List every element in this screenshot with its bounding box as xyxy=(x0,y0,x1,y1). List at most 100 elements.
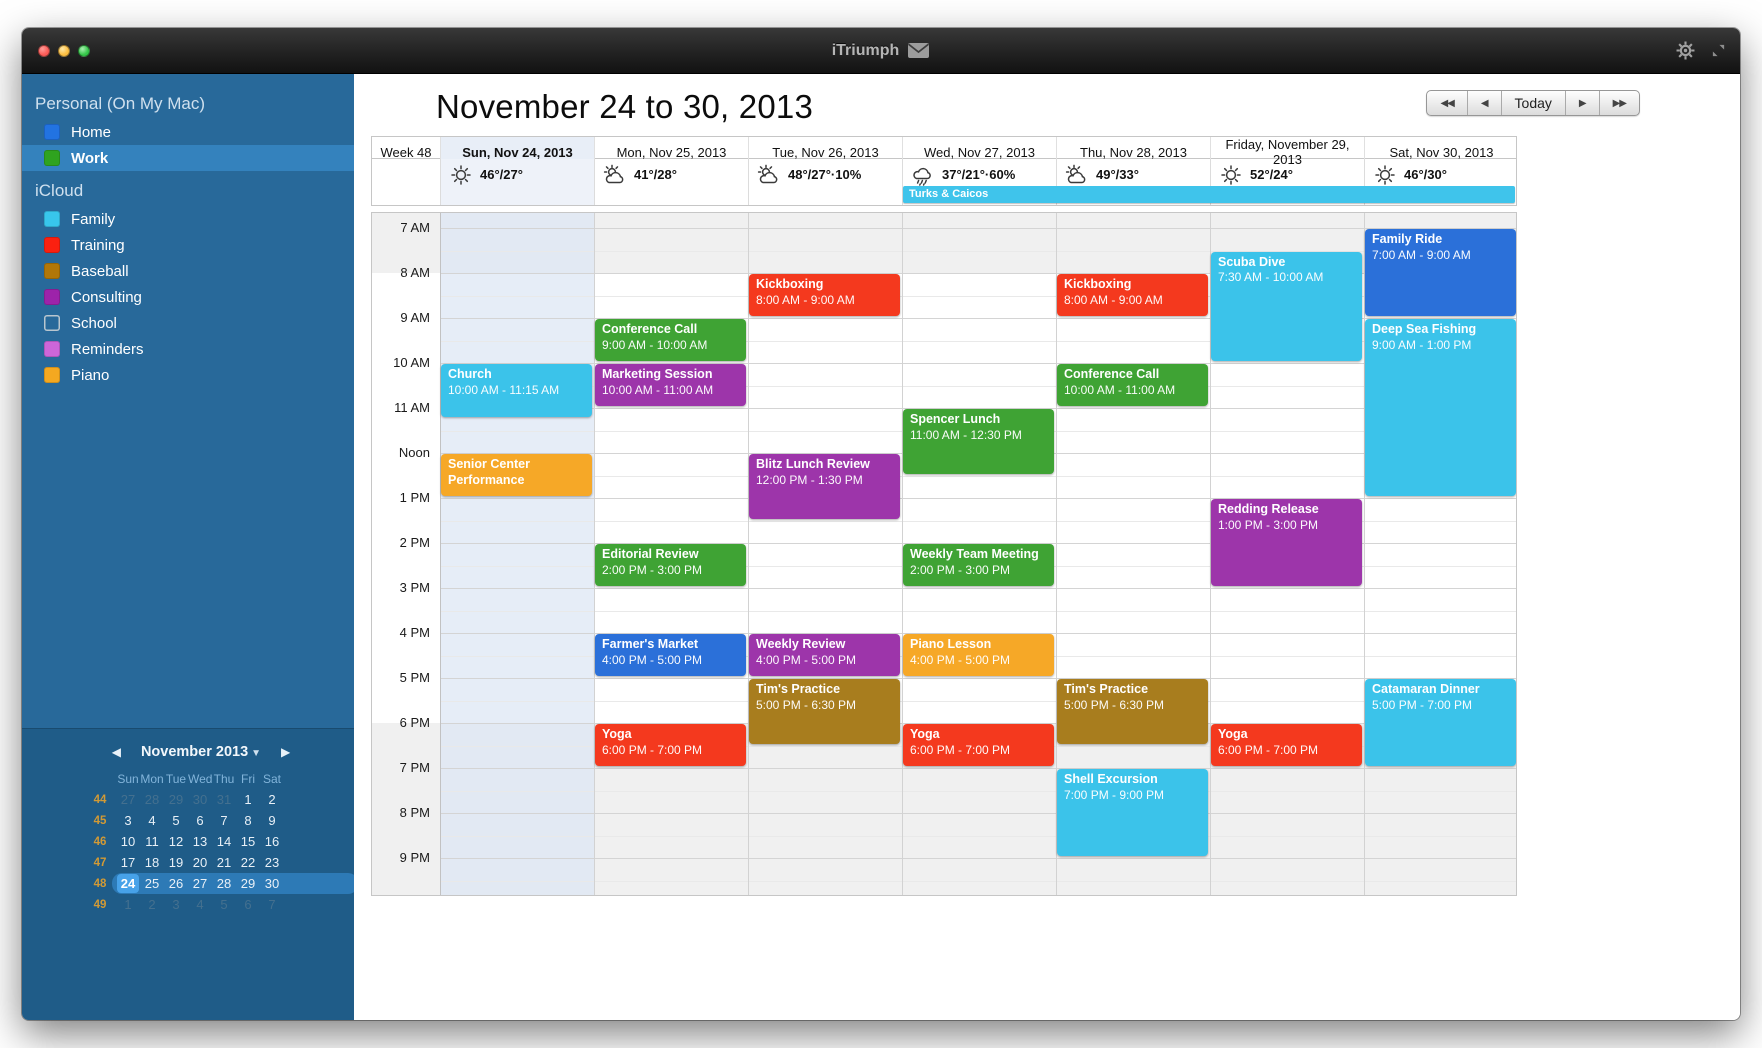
minical-day[interactable]: 11 xyxy=(145,834,159,849)
minical-day[interactable]: 17 xyxy=(120,855,136,870)
sidebar-item-consulting[interactable]: Consulting xyxy=(22,284,354,310)
minical-day[interactable]: 12 xyxy=(168,834,184,849)
event-block[interactable]: Editorial Review 2:00 PM - 3:00 PM xyxy=(595,544,746,586)
minical-day[interactable]: 26 xyxy=(168,876,184,891)
day-header-6[interactable]: Sat, Nov 30, 2013 xyxy=(1364,137,1518,167)
event-block[interactable]: Tim's Practice 5:00 PM - 6:30 PM xyxy=(1057,679,1208,744)
minical-day[interactable]: 28 xyxy=(144,792,160,807)
minical-day[interactable]: 20 xyxy=(192,855,208,870)
event-block[interactable]: Scuba Dive 7:30 AM - 10:00 AM xyxy=(1211,251,1362,361)
minical-next-icon[interactable]: ▶ xyxy=(281,745,291,759)
day-header-4[interactable]: Thu, Nov 28, 2013 xyxy=(1056,137,1210,167)
minical-day[interactable]: 2 xyxy=(268,792,276,807)
minical-month-label[interactable]: November 2013 ▼ xyxy=(141,744,261,760)
event-block[interactable]: Farmer's Market 4:00 PM - 5:00 PM xyxy=(595,634,746,676)
event-block[interactable]: Weekly Team Meeting 2:00 PM - 3:00 PM xyxy=(903,544,1054,586)
minical-day[interactable]: 3 xyxy=(172,897,180,912)
gear-icon[interactable] xyxy=(1676,41,1695,60)
minical-day[interactable]: 6 xyxy=(244,897,252,912)
all-day-event-banner[interactable]: Turks & Caicos xyxy=(903,186,1515,203)
sidebar-item-work[interactable]: Work xyxy=(22,145,354,171)
day-header-5[interactable]: Friday, November 29, 2013 xyxy=(1210,137,1364,167)
minical-day[interactable]: 13 xyxy=(192,834,208,849)
event-block[interactable]: Yoga 6:00 PM - 7:00 PM xyxy=(595,724,746,766)
minical-day[interactable]: 21 xyxy=(216,855,232,870)
minical-day[interactable]: 4 xyxy=(148,813,156,828)
minical-day[interactable]: 18 xyxy=(144,855,160,870)
minical-day[interactable]: 6 xyxy=(196,813,204,828)
day-header-3[interactable]: Wed, Nov 27, 2013 xyxy=(902,137,1056,167)
event-block[interactable]: Marketing Session 10:00 AM - 11:00 AM xyxy=(595,364,746,406)
sidebar-item-training[interactable]: Training xyxy=(22,232,354,258)
event-block[interactable]: Piano Lesson 4:00 PM - 5:00 PM xyxy=(903,634,1054,676)
event-block[interactable]: Redding Release 1:00 PM - 3:00 PM xyxy=(1211,499,1362,586)
minical-prev-icon[interactable]: ◀ xyxy=(111,745,121,759)
time-label: 10 AM xyxy=(393,355,430,370)
minical-dayname: Fri xyxy=(241,772,255,786)
event-block[interactable]: Spencer Lunch 11:00 AM - 12:30 PM xyxy=(903,409,1054,474)
event-block[interactable]: Church 10:00 AM - 11:15 AM xyxy=(441,364,592,418)
next-week-button[interactable]: ▶ xyxy=(1564,91,1599,115)
minical-day[interactable]: 1 xyxy=(244,792,252,807)
event-block[interactable]: Shell Excursion 7:00 PM - 9:00 PM xyxy=(1057,769,1208,856)
fullscreen-icon[interactable] xyxy=(1711,43,1726,58)
event-block[interactable]: Conference Call 9:00 AM - 10:00 AM xyxy=(595,319,746,361)
time-label: 7 PM xyxy=(399,760,430,775)
event-block[interactable]: Senior Center Performance xyxy=(441,454,592,496)
event-block[interactable]: Kickboxing 8:00 AM - 9:00 AM xyxy=(749,274,900,316)
event-block[interactable]: Weekly Review 4:00 PM - 5:00 PM xyxy=(749,634,900,676)
sidebar-item-home[interactable]: Home xyxy=(22,119,354,145)
minical-day[interactable]: 7 xyxy=(220,813,228,828)
minical-day[interactable]: 7 xyxy=(268,897,276,912)
minical-day[interactable]: 3 xyxy=(124,813,132,828)
event-block[interactable]: Tim's Practice 5:00 PM - 6:30 PM xyxy=(749,679,900,744)
sidebar-item-family[interactable]: Family xyxy=(22,206,354,232)
minical-day[interactable]: 27 xyxy=(120,792,136,807)
minical-day[interactable]: 29 xyxy=(240,876,256,891)
sidebar-item-reminders[interactable]: Reminders xyxy=(22,336,354,362)
weather-row: 46°/27° 41°/28° 48°/27°·10% 37°/21°·60% 49°/… xyxy=(371,159,1517,206)
event-block[interactable]: Catamaran Dinner 5:00 PM - 7:00 PM xyxy=(1365,679,1516,766)
sidebar-item-baseball[interactable]: Baseball xyxy=(22,258,354,284)
event-block[interactable]: Blitz Lunch Review 12:00 PM - 1:30 PM xyxy=(749,454,900,519)
minical-day[interactable]: 23 xyxy=(264,855,280,870)
minical-day[interactable]: 5 xyxy=(172,813,180,828)
close-button[interactable] xyxy=(38,44,50,57)
minical-day[interactable]: 29 xyxy=(168,792,184,807)
day-header-1[interactable]: Mon, Nov 25, 2013 xyxy=(594,137,748,167)
minical-day[interactable]: 5 xyxy=(220,897,228,912)
minical-day[interactable]: 24 xyxy=(117,874,139,893)
minical-day[interactable]: 16 xyxy=(264,834,280,849)
minical-day[interactable]: 2 xyxy=(148,897,156,912)
minical-day[interactable]: 28 xyxy=(216,876,232,891)
today-button[interactable]: Today xyxy=(1500,91,1565,115)
minical-day[interactable]: 14 xyxy=(216,834,232,849)
prev-week-fast-button[interactable]: ◀◀ xyxy=(1440,97,1454,109)
minical-day[interactable]: 22 xyxy=(240,855,256,870)
minimize-button[interactable] xyxy=(58,44,70,57)
event-block[interactable]: Family Ride 7:00 AM - 9:00 AM xyxy=(1365,229,1516,316)
minical-day[interactable]: 31 xyxy=(216,792,232,807)
day-header-2[interactable]: Tue, Nov 26, 2013 xyxy=(748,137,902,167)
minical-day[interactable]: 30 xyxy=(192,792,208,807)
minical-day[interactable]: 19 xyxy=(168,855,184,870)
zoom-button[interactable] xyxy=(78,44,90,57)
minical-day[interactable]: 4 xyxy=(196,897,204,912)
event-block[interactable]: Yoga 6:00 PM - 7:00 PM xyxy=(903,724,1054,766)
next-week-fast-button[interactable]: ▶▶ xyxy=(1598,91,1639,115)
minical-day[interactable]: 25 xyxy=(144,876,160,891)
minical-day[interactable]: 10 xyxy=(120,834,136,849)
event-block[interactable]: Conference Call 10:00 AM - 11:00 AM xyxy=(1057,364,1208,406)
minical-day[interactable]: 27 xyxy=(192,876,208,891)
minical-day[interactable]: 15 xyxy=(240,834,256,849)
sidebar-item-school[interactable]: School xyxy=(22,310,354,336)
prev-week-button[interactable]: ◀ xyxy=(1466,91,1501,115)
event-block[interactable]: Kickboxing 8:00 AM - 9:00 AM xyxy=(1057,274,1208,316)
sidebar-item-piano[interactable]: Piano xyxy=(22,362,354,388)
event-block[interactable]: Yoga 6:00 PM - 7:00 PM xyxy=(1211,724,1362,766)
minical-day[interactable]: 9 xyxy=(268,813,276,828)
minical-day[interactable]: 30 xyxy=(264,876,280,891)
minical-day[interactable]: 1 xyxy=(124,897,132,912)
minical-day[interactable]: 8 xyxy=(244,813,252,828)
event-block[interactable]: Deep Sea Fishing 9:00 AM - 1:00 PM xyxy=(1365,319,1516,496)
